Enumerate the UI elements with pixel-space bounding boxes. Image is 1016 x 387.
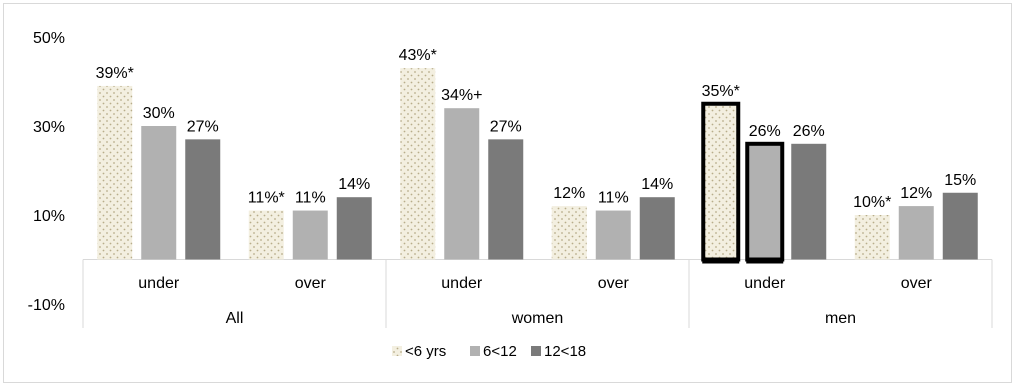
- bar: [141, 126, 177, 260]
- data-label: 39%*: [96, 65, 134, 82]
- group-label: women: [511, 310, 564, 327]
- subcategory-label: under: [138, 275, 180, 292]
- legend-label: <6 yrs: [405, 343, 446, 360]
- group-label: men: [825, 310, 856, 327]
- legend-swatch: [470, 346, 480, 356]
- legend: <6 yrs 6<12 12<18: [392, 343, 586, 360]
- data-label: 11%*: [248, 190, 285, 207]
- subcategory-label: under: [744, 275, 786, 292]
- data-label: 27%: [187, 118, 219, 135]
- y-tick-label: 50%: [33, 30, 65, 47]
- axis-layer: 50% 30% 10% -10% under over under over under over…: [28, 30, 993, 328]
- data-label: 11%: [295, 190, 326, 207]
- bar: [185, 139, 221, 260]
- bar: [639, 197, 675, 260]
- data-label: 30%: [143, 105, 175, 122]
- legend-swatch: [392, 346, 402, 356]
- bar: [488, 139, 524, 260]
- bar: [444, 108, 480, 260]
- data-label: 12%: [900, 185, 932, 202]
- data-label: 34%+: [441, 87, 482, 104]
- group-label: All: [226, 310, 244, 327]
- bar: [595, 210, 631, 260]
- bar: [551, 206, 587, 260]
- data-label: 35%*: [702, 83, 740, 100]
- bar-layer: [97, 68, 978, 264]
- bar: [248, 210, 284, 260]
- data-label-layer: 39%* 30% 27% 11%* 11% 14% 43%* 34%+ 27% 12% 11% 14%…: [96, 47, 977, 211]
- data-label: 14%: [641, 176, 673, 193]
- bar: [791, 143, 827, 260]
- bar: [336, 197, 372, 260]
- bar: [854, 215, 890, 260]
- data-label: 12%: [553, 185, 585, 202]
- data-label: 14%: [338, 176, 370, 193]
- bar: [898, 206, 934, 260]
- subcategory-label: over: [598, 275, 630, 292]
- bar: [400, 68, 436, 260]
- legend-label: 12<18: [544, 343, 586, 360]
- bar: [97, 85, 133, 260]
- data-label: 43%*: [399, 47, 437, 64]
- bar-highlight-base: [702, 261, 740, 264]
- data-label: 26%: [749, 123, 781, 140]
- y-tick-label: 30%: [33, 119, 65, 136]
- y-tick-label: -10%: [28, 297, 65, 314]
- data-label: 15%: [944, 172, 976, 189]
- subcategory-label: over: [901, 275, 933, 292]
- legend-label: 6<12: [483, 343, 517, 360]
- chart-frame: [3, 3, 1012, 383]
- bar: [745, 141, 785, 262]
- data-label: 27%: [490, 118, 522, 135]
- data-label: 11%: [598, 190, 629, 207]
- subcategory-label: over: [295, 275, 327, 292]
- subcategory-label: under: [441, 275, 483, 292]
- data-label: 10%*: [853, 194, 891, 211]
- bar: [942, 192, 978, 260]
- bar: [701, 101, 741, 262]
- bar: [292, 210, 328, 260]
- y-tick-label: 10%: [33, 208, 65, 225]
- bar-highlight-base: [746, 261, 784, 264]
- data-label: 26%: [793, 123, 825, 140]
- legend-swatch: [531, 346, 541, 356]
